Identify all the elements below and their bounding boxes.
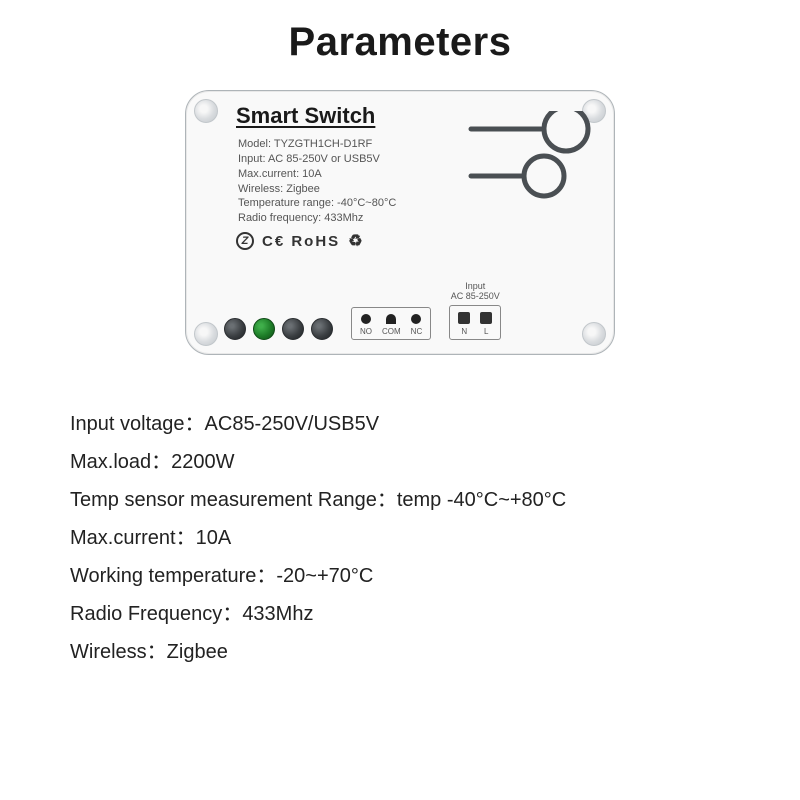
pin-label: L — [484, 327, 488, 336]
device-spec-line: Model: TYZGTH1CH-D1RF — [238, 137, 396, 152]
spec-value: 2200W — [171, 451, 234, 473]
recycle-icon: ♻ — [348, 231, 362, 251]
spec-label: Max.load — [70, 451, 151, 473]
certification-row: Z C€ RoHS ♻ — [236, 231, 363, 251]
spec-row: Max.load：2200W — [70, 443, 760, 481]
device-spec-line: Radio frequency: 433Mhz — [238, 211, 396, 226]
device-title: Smart Switch — [236, 103, 375, 129]
spec-value: Zigbee — [167, 641, 228, 663]
spec-value: temp -40°C~+80°C — [397, 489, 566, 511]
screw-well-icon — [194, 322, 218, 346]
spec-row: Wireless：Zigbee — [70, 633, 760, 671]
spec-label: Max.current — [70, 527, 176, 549]
spec-row: Temp sensor measurement Range：temp -40°C… — [70, 481, 760, 519]
spec-value: -20~+70°C — [276, 565, 373, 587]
input-terminal-block: Input AC 85-250V N L — [449, 282, 501, 340]
pin-icon — [386, 314, 396, 324]
screw-well-icon — [194, 99, 218, 123]
pin-label: COM — [382, 327, 401, 336]
pin-icon — [480, 312, 492, 324]
device-spec-block: Model: TYZGTH1CH-D1RF Input: AC 85-250V … — [238, 137, 396, 226]
relay-terminal-block: NO COM NC — [351, 307, 431, 340]
spec-row: Max.current：10A — [70, 519, 760, 557]
spec-label: Input voltage — [70, 413, 185, 435]
output-screw-group — [224, 318, 333, 340]
spec-row: Radio Frequency：433Mhz — [70, 595, 760, 633]
device-spec-line: Input: AC 85-250V or USB5V — [238, 152, 396, 167]
device-spec-line: Temperature range: -40°C~80°C — [238, 196, 396, 211]
terminal-row: NO COM NC Input AC 85-250V — [224, 282, 576, 340]
zigbee-icon: Z — [236, 232, 254, 250]
pin-label: NO — [360, 327, 372, 336]
device-spec-line: Wireless: Zigbee — [238, 182, 396, 197]
device-spec-line: Max.current: 10A — [238, 167, 396, 182]
spec-label: Working temperature — [70, 565, 256, 587]
spec-list: Input voltage：AC85-250V/USB5V Max.load：2… — [0, 405, 800, 671]
spec-label: Wireless — [70, 641, 147, 663]
screw-terminal-icon — [311, 318, 333, 340]
page-title: Parameters — [0, 0, 800, 90]
pin-icon — [411, 314, 421, 324]
spec-value: 433Mhz — [242, 603, 313, 625]
pin-icon — [458, 312, 470, 324]
spec-row: Input voltage：AC85-250V/USB5V — [70, 405, 760, 443]
screw-terminal-icon — [282, 318, 304, 340]
screw-terminal-icon — [224, 318, 246, 340]
pin-label: NC — [411, 327, 423, 336]
screw-well-icon — [582, 322, 606, 346]
spec-label: Temp sensor measurement Range — [70, 489, 377, 511]
switch-loops-icon — [466, 111, 596, 221]
ce-rohs-text: C€ RoHS — [262, 233, 340, 250]
spec-value: 10A — [196, 527, 232, 549]
spec-value: AC85-250V/USB5V — [205, 413, 380, 435]
spec-row: Working temperature：-20~+70°C — [70, 557, 760, 595]
screw-terminal-icon — [253, 318, 275, 340]
input-block-label: AC 85-250V — [451, 292, 500, 301]
device-illustration: Smart Switch Model: TYZGTH1CH-D1RF Input… — [0, 90, 800, 355]
pin-icon — [361, 314, 371, 324]
pin-label: N — [461, 327, 467, 336]
spec-label: Radio Frequency — [70, 603, 222, 625]
device-body: Smart Switch Model: TYZGTH1CH-D1RF Input… — [185, 90, 615, 355]
